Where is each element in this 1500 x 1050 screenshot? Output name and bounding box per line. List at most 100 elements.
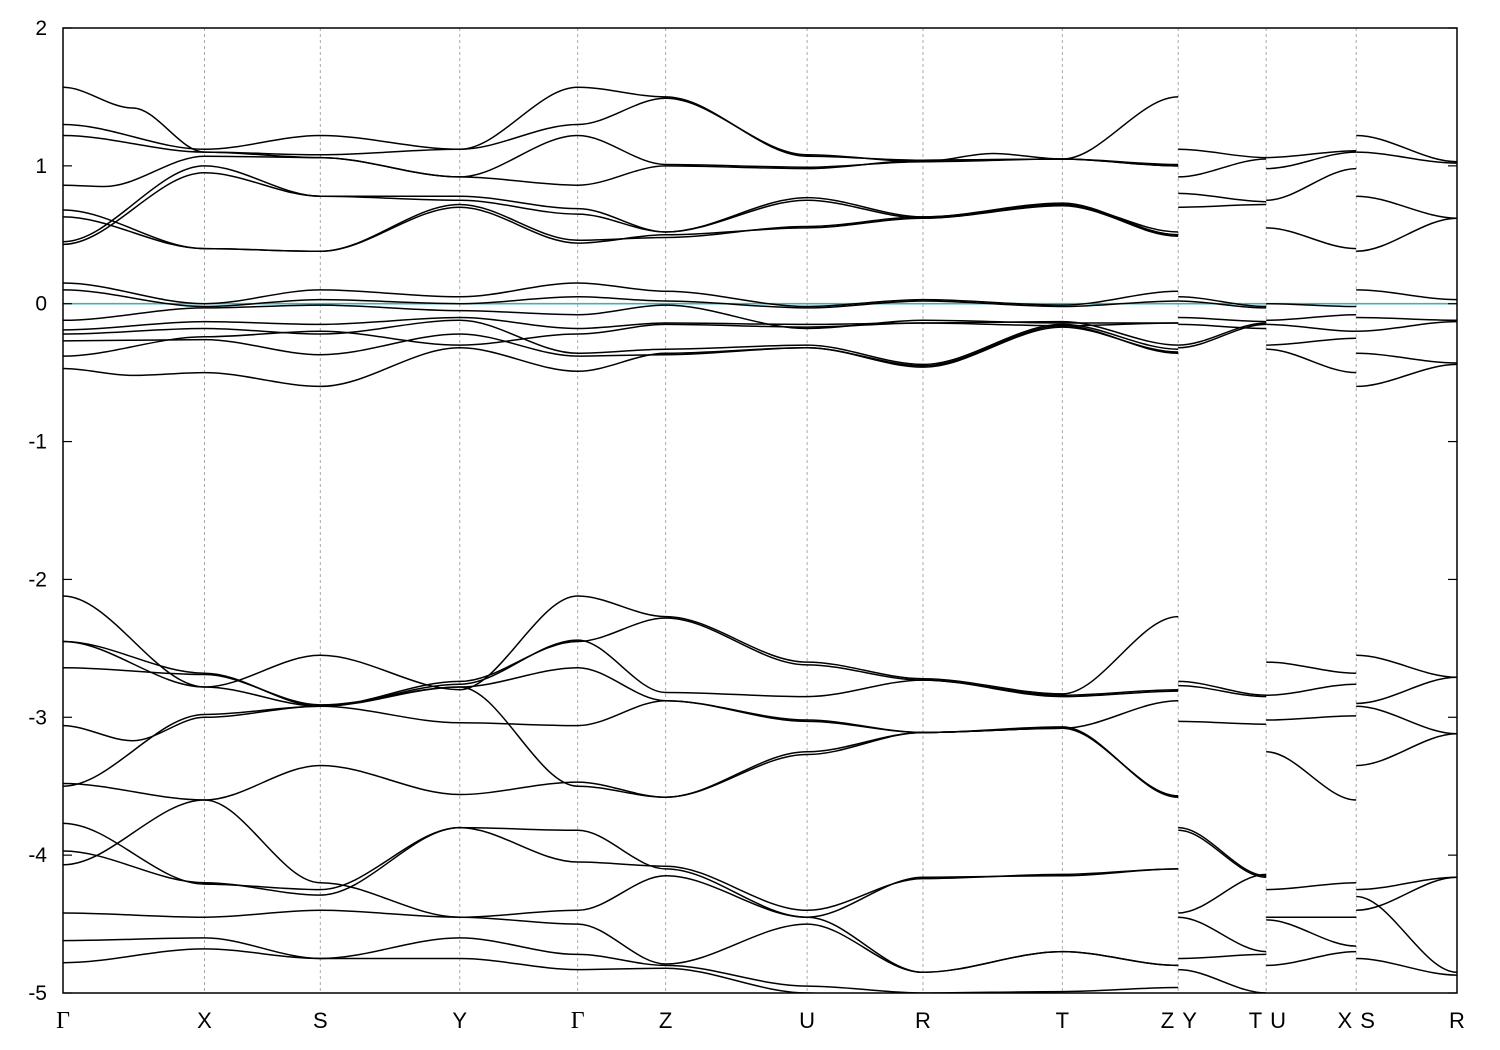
x-tick-label: U [1270, 1008, 1286, 1033]
band-line [1266, 313, 1357, 322]
x-tick-label: S [313, 1008, 328, 1033]
band-line [1356, 134, 1457, 163]
band-line [1266, 302, 1357, 308]
band-line [1178, 203, 1267, 208]
band-line [63, 165, 1179, 243]
x-tick-label: X [197, 1008, 212, 1033]
band-line [63, 134, 1179, 178]
x-tick-label: Γ [571, 1008, 585, 1034]
band-line [63, 948, 831, 993]
band-line [1178, 192, 1267, 203]
band-line [1266, 751, 1357, 801]
x-tick-label: R [915, 1008, 931, 1033]
band-line [1178, 684, 1267, 698]
band-line [1266, 348, 1357, 374]
x-tick-label: T [1056, 1008, 1069, 1033]
band-line [1178, 158, 1267, 178]
band-line [1266, 919, 1357, 947]
x-tick-label: S [1360, 1008, 1375, 1033]
band-line [1266, 881, 1357, 891]
x-tick-label: Z [659, 1008, 672, 1033]
band-line [1266, 167, 1357, 202]
y-tick-label: -4 [28, 844, 47, 867]
y-tick-label: -5 [28, 982, 47, 1005]
band-line [63, 155, 1179, 188]
band-line [63, 699, 1179, 797]
band-line [63, 822, 1179, 918]
band-line [1178, 826, 1267, 877]
band-line [63, 203, 1179, 253]
x-tick-label: Z [1161, 1008, 1174, 1033]
band-line [1266, 227, 1357, 250]
band-line [63, 322, 1179, 357]
band-line [1356, 705, 1457, 735]
band-line [1178, 916, 1267, 953]
y-tick-label: -3 [28, 706, 47, 729]
band-line [1356, 957, 1457, 976]
band-line [63, 686, 1179, 798]
band-line [1266, 661, 1357, 674]
y-tick-label: 0 [35, 293, 47, 316]
band-line [1178, 829, 1267, 878]
band-line [63, 319, 1179, 366]
y-tick-label: 2 [35, 17, 47, 40]
band-line [1178, 322, 1267, 346]
band-line [1356, 733, 1457, 767]
band-line [1178, 300, 1267, 309]
band-line [63, 727, 1179, 801]
band-line [1178, 323, 1267, 349]
y-tick-label: -2 [28, 568, 47, 591]
band-line [1356, 363, 1457, 388]
band-line [63, 826, 1179, 912]
band-line [63, 97, 1179, 167]
band-line [63, 937, 1179, 993]
band-line [1178, 968, 1267, 993]
band-line [1266, 149, 1357, 159]
band-line [1178, 953, 1267, 960]
band-line [1266, 715, 1357, 721]
band-line [1356, 654, 1457, 679]
x-tick-label: X [1338, 1008, 1353, 1033]
band-line [63, 316, 1179, 346]
band-line [1266, 683, 1357, 696]
band-line [1266, 323, 1357, 333]
band-line [1356, 151, 1457, 164]
y-tick-label: -1 [28, 431, 47, 454]
band-line [63, 639, 1179, 708]
band-line [1178, 296, 1267, 308]
band-line [1266, 337, 1357, 346]
band-line [1266, 151, 1357, 170]
x-tick-label: Y [1182, 1008, 1197, 1033]
band-line [1356, 352, 1457, 364]
x-tick-label: T [1249, 1008, 1262, 1033]
y-tick-label: 1 [35, 155, 47, 178]
plot-frame [62, 27, 1458, 994]
band-line [1178, 873, 1267, 914]
band-line [63, 595, 1179, 695]
band-line [63, 325, 1179, 367]
band-lines [63, 86, 1457, 993]
x-tick-label: Y [452, 1008, 467, 1033]
band-line [63, 799, 1179, 974]
band-line [1356, 289, 1457, 301]
band-line [63, 617, 1179, 708]
x-tick-label: U [799, 1008, 815, 1033]
band-line [1178, 148, 1267, 159]
band-line [63, 326, 1179, 388]
band-line [63, 282, 1179, 308]
band-line [1356, 217, 1457, 253]
y-axis: 2 1 0 -1 -2 -3 -4 -5 [28, 17, 1457, 1005]
band-line [1178, 720, 1267, 725]
band-line [1178, 680, 1267, 696]
band-line [1356, 195, 1457, 219]
x-tick-label: Γ [56, 1008, 70, 1034]
band-line [1356, 676, 1457, 705]
band-line [1356, 876, 1457, 912]
band-line [1356, 895, 1457, 974]
band-line [63, 909, 1179, 974]
band-line [1178, 316, 1267, 323]
kpoint-gridlines [203, 28, 1357, 993]
band-line [1266, 950, 1357, 967]
